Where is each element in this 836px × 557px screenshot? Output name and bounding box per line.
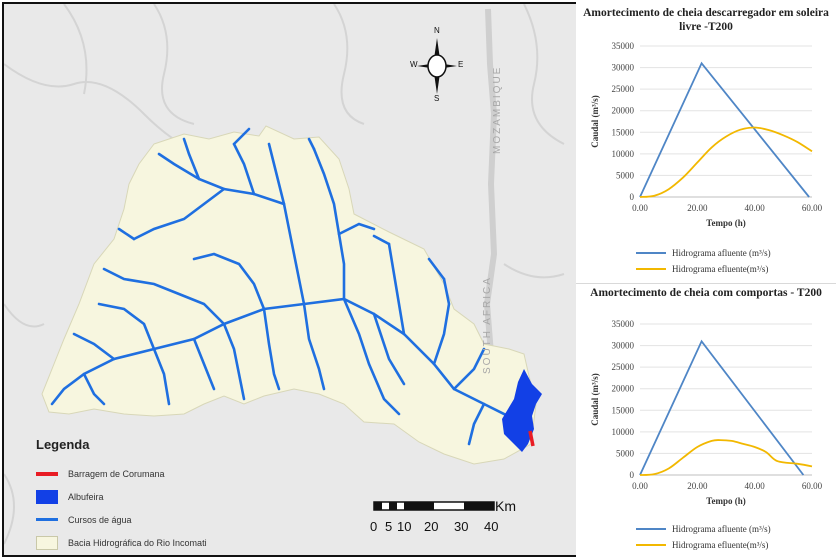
y-tick-label: 10000 xyxy=(612,427,635,437)
reservoir-swatch xyxy=(36,489,58,504)
scale-tick-20: 20 xyxy=(424,519,439,534)
chart-panel-free-spillway: Amortecimento de cheia descarregador em … xyxy=(576,0,836,283)
dam xyxy=(528,430,535,447)
dam-swatch xyxy=(36,471,58,476)
y-tick-label: 15000 xyxy=(612,405,635,415)
legend-title: Legenda xyxy=(36,437,90,452)
basin-area xyxy=(41,125,537,465)
inflow-swatch xyxy=(636,252,666,254)
y-tick-label: 15000 xyxy=(612,127,635,137)
legend-item-basin: Bacia Hidrográfica do Rio Incomati xyxy=(36,531,286,554)
river-swatch xyxy=(36,518,58,521)
chart-plot: 0 5000 10000 15000 20000 25000 30000 35000 0.00 2… xyxy=(590,319,823,506)
legend-item-dam: Barragem de Corumana xyxy=(36,462,286,485)
x-tick-label: 40.00 xyxy=(745,203,766,213)
scale-tick-40: 40 xyxy=(484,519,499,534)
x-tick-label: 20.00 xyxy=(687,203,708,213)
series-line-outflow xyxy=(639,439,813,476)
series-line-outflow xyxy=(639,126,813,198)
legend-item-reservoir: Albufeira xyxy=(36,485,286,508)
compass-east: E xyxy=(458,60,464,69)
x-tick-label: 0.00 xyxy=(632,203,648,213)
legend-item-outflow: Hidrograma efluente(m³/s) xyxy=(636,540,768,550)
legend-label-reservoir: Albufeira xyxy=(68,491,104,502)
scale-unit: Km xyxy=(495,498,516,514)
compass-north: N xyxy=(434,26,440,35)
compass-rose xyxy=(417,38,457,94)
legend-label-basin: Bacia Hidrográfica do Rio Incomati xyxy=(68,537,207,548)
legend-label-inflow: Hidrograma afluente (m³/s) xyxy=(672,524,771,534)
basin-map xyxy=(4,4,565,545)
y-tick-label: 30000 xyxy=(612,341,635,351)
y-axis-label: Caudal (m³/s) xyxy=(590,95,600,147)
inflow-swatch xyxy=(636,528,666,530)
scale-tick-30: 30 xyxy=(454,519,469,534)
legend-item-outflow: Hidrograma efluente(m³/s) xyxy=(636,264,768,274)
panel-divider xyxy=(576,283,836,284)
y-tick-label: 35000 xyxy=(612,319,635,329)
river-network xyxy=(50,127,526,446)
x-tick-label: 20.00 xyxy=(687,481,708,491)
y-tick-label: 0 xyxy=(630,470,635,480)
scale-tick-0: 0 xyxy=(370,519,378,534)
x-axis-label: Tempo (h) xyxy=(706,218,745,228)
label-mozambique: MOZAMBIQUE xyxy=(492,65,503,154)
chart-title: Amortecimento de cheia descarregador em … xyxy=(583,7,829,33)
x-axis-label: Tempo (h) xyxy=(706,496,745,506)
x-tick-label: 60.00 xyxy=(802,203,823,213)
compass-south: S xyxy=(434,94,440,103)
x-tick-label: 60.00 xyxy=(802,481,823,491)
scale-tick-5: 5 xyxy=(385,519,393,534)
map-panel: N S W E MOZAMBIQUE SOUTH AFRICA Legenda … xyxy=(2,2,578,557)
y-tick-label: 0 xyxy=(630,192,635,202)
legend-item-rivers: Cursos de água xyxy=(36,508,286,531)
legend-label-outflow: Hidrograma efluente(m³/s) xyxy=(672,540,769,550)
label-south-africa: SOUTH AFRICA xyxy=(482,276,493,374)
y-tick-label: 5000 xyxy=(616,170,635,180)
legend-label-rivers: Cursos de água xyxy=(68,514,132,525)
scale-tick-10: 10 xyxy=(397,519,412,534)
chart-panel-gates: Amortecimento de cheia com comportas - T… xyxy=(576,284,836,557)
y-tick-label: 20000 xyxy=(612,106,635,116)
map-legend: Legenda Barragem de Corumana Albufeira C… xyxy=(36,437,286,554)
y-axis-label: Caudal (m³/s) xyxy=(590,373,600,425)
legend-item-inflow: Hidrograma afluente (m³/s) xyxy=(636,248,771,258)
basin-swatch xyxy=(36,535,58,550)
x-tick-label: 40.00 xyxy=(745,481,766,491)
legend-label-dam: Barragem de Corumana xyxy=(68,468,165,479)
scale-bar xyxy=(373,501,495,511)
outflow-swatch xyxy=(636,544,666,546)
chart-title: Amortecimento de cheia com comportas - T… xyxy=(590,287,822,299)
y-tick-label: 10000 xyxy=(612,149,635,159)
chart-plot: 0 5000 10000 15000 20000 25000 30000 35000 0.00 2… xyxy=(590,41,823,228)
series-line-inflow xyxy=(639,339,805,476)
outflow-swatch xyxy=(636,268,666,270)
country-border xyxy=(483,8,498,355)
reservoir xyxy=(502,369,542,452)
y-tick-label: 25000 xyxy=(612,84,635,94)
y-tick-label: 25000 xyxy=(612,362,635,372)
y-tick-label: 30000 xyxy=(612,63,635,73)
compass-west: W xyxy=(410,60,418,69)
y-tick-label: 35000 xyxy=(612,41,635,51)
y-tick-label: 5000 xyxy=(616,448,635,458)
x-tick-label: 0.00 xyxy=(632,481,648,491)
legend-item-inflow: Hidrograma afluente (m³/s) xyxy=(636,524,771,534)
legend-label-outflow: Hidrograma efluente(m³/s) xyxy=(672,264,769,274)
y-tick-label: 20000 xyxy=(612,384,635,394)
legend-label-inflow: Hidrograma afluente (m³/s) xyxy=(672,248,771,258)
series-line-inflow xyxy=(639,61,810,198)
